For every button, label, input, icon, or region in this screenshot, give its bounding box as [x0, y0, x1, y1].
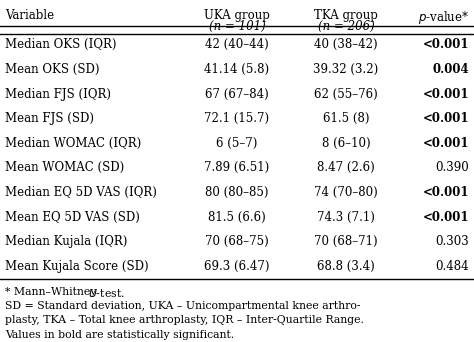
Text: Mean FJS (SD): Mean FJS (SD) — [5, 112, 94, 125]
Text: 41.14 (5.8): 41.14 (5.8) — [204, 63, 270, 76]
Text: 61.5 (8): 61.5 (8) — [323, 112, 369, 125]
Text: 81.5 (6.6): 81.5 (6.6) — [208, 211, 266, 224]
Text: 72.1 (15.7): 72.1 (15.7) — [204, 112, 270, 125]
Text: 70 (68–75): 70 (68–75) — [205, 235, 269, 248]
Text: Mean OKS (SD): Mean OKS (SD) — [5, 63, 99, 76]
Text: UKA group: UKA group — [204, 9, 270, 22]
Text: (n = 206): (n = 206) — [318, 19, 374, 32]
Text: <0.001: <0.001 — [423, 137, 469, 150]
Text: 80 (80–85): 80 (80–85) — [205, 186, 269, 199]
Text: (n = 101): (n = 101) — [209, 19, 265, 32]
Text: 42 (40–44): 42 (40–44) — [205, 38, 269, 51]
Text: 67 (67–84): 67 (67–84) — [205, 88, 269, 101]
Text: 7.89 (6.51): 7.89 (6.51) — [204, 161, 270, 174]
Text: 6 (5–7): 6 (5–7) — [216, 137, 258, 150]
Text: Values in bold are statistically significant.: Values in bold are statistically signifi… — [5, 330, 234, 340]
Text: Median WOMAC (IQR): Median WOMAC (IQR) — [5, 137, 141, 150]
Text: Mean Kujala Score (SD): Mean Kujala Score (SD) — [5, 260, 148, 273]
Text: <0.001: <0.001 — [423, 186, 469, 199]
Text: <0.001: <0.001 — [423, 88, 469, 101]
Text: 69.3 (6.47): 69.3 (6.47) — [204, 260, 270, 273]
Text: <0.001: <0.001 — [423, 38, 469, 51]
Text: 0.484: 0.484 — [436, 260, 469, 273]
Text: Median OKS (IQR): Median OKS (IQR) — [5, 38, 116, 51]
Text: Median Kujala (IQR): Median Kujala (IQR) — [5, 235, 127, 248]
Text: 62 (55–76): 62 (55–76) — [314, 88, 378, 101]
Text: 8 (6–10): 8 (6–10) — [322, 137, 370, 150]
Text: SD = Standard deviation, UKA – Unicompartmental knee arthro-: SD = Standard deviation, UKA – Unicompar… — [5, 301, 360, 311]
Text: 39.32 (3.2): 39.32 (3.2) — [313, 63, 379, 76]
Text: 74.3 (7.1): 74.3 (7.1) — [317, 211, 375, 224]
Text: Mean WOMAC (SD): Mean WOMAC (SD) — [5, 161, 124, 174]
Text: 68.8 (3.4): 68.8 (3.4) — [317, 260, 375, 273]
Text: TKA group: TKA group — [314, 9, 378, 22]
Text: 74 (70–80): 74 (70–80) — [314, 186, 378, 199]
Text: Median FJS (IQR): Median FJS (IQR) — [5, 88, 111, 101]
Text: 0.390: 0.390 — [436, 161, 469, 174]
Text: Variable: Variable — [5, 9, 54, 22]
Text: Mean EQ 5D VAS (SD): Mean EQ 5D VAS (SD) — [5, 211, 140, 224]
Text: plasty, TKA – Total knee arthroplasty, IQR – Inter-Quartile Range.: plasty, TKA – Total knee arthroplasty, I… — [5, 315, 364, 325]
Text: 40 (38–42): 40 (38–42) — [314, 38, 378, 51]
Text: * Mann–Whitney: * Mann–Whitney — [5, 287, 100, 297]
Text: 0.303: 0.303 — [436, 235, 469, 248]
Text: $p$-value*: $p$-value* — [418, 9, 469, 26]
Text: Median EQ 5D VAS (IQR): Median EQ 5D VAS (IQR) — [5, 186, 156, 199]
Text: 8.47 (2.6): 8.47 (2.6) — [317, 161, 375, 174]
Text: <0.001: <0.001 — [423, 112, 469, 125]
Text: 0.004: 0.004 — [433, 63, 469, 76]
Text: 70 (68–71): 70 (68–71) — [314, 235, 378, 248]
Text: <0.001: <0.001 — [423, 211, 469, 224]
Text: $U$-test.: $U$-test. — [88, 287, 125, 299]
